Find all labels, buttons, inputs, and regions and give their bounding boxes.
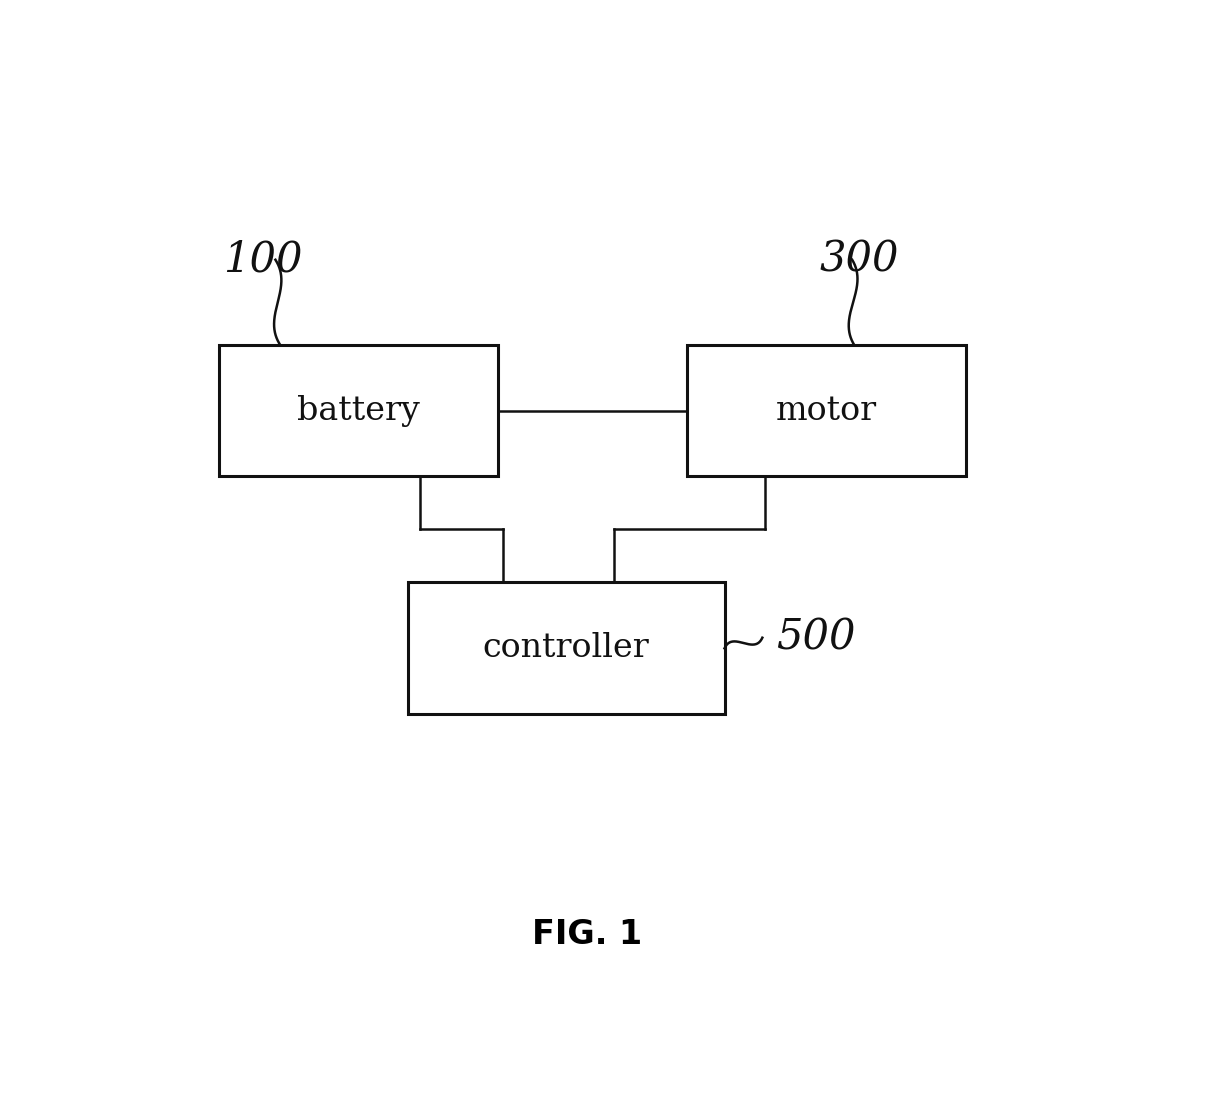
Text: motor: motor xyxy=(776,395,877,427)
Text: battery: battery xyxy=(296,395,420,427)
Text: 500: 500 xyxy=(776,617,856,658)
Text: 300: 300 xyxy=(819,238,899,280)
Bar xyxy=(218,345,498,476)
Bar xyxy=(687,345,965,476)
Text: FIG. 1: FIG. 1 xyxy=(532,919,643,952)
Bar xyxy=(407,582,725,714)
Text: 100: 100 xyxy=(223,238,303,280)
Text: controller: controller xyxy=(483,632,649,664)
